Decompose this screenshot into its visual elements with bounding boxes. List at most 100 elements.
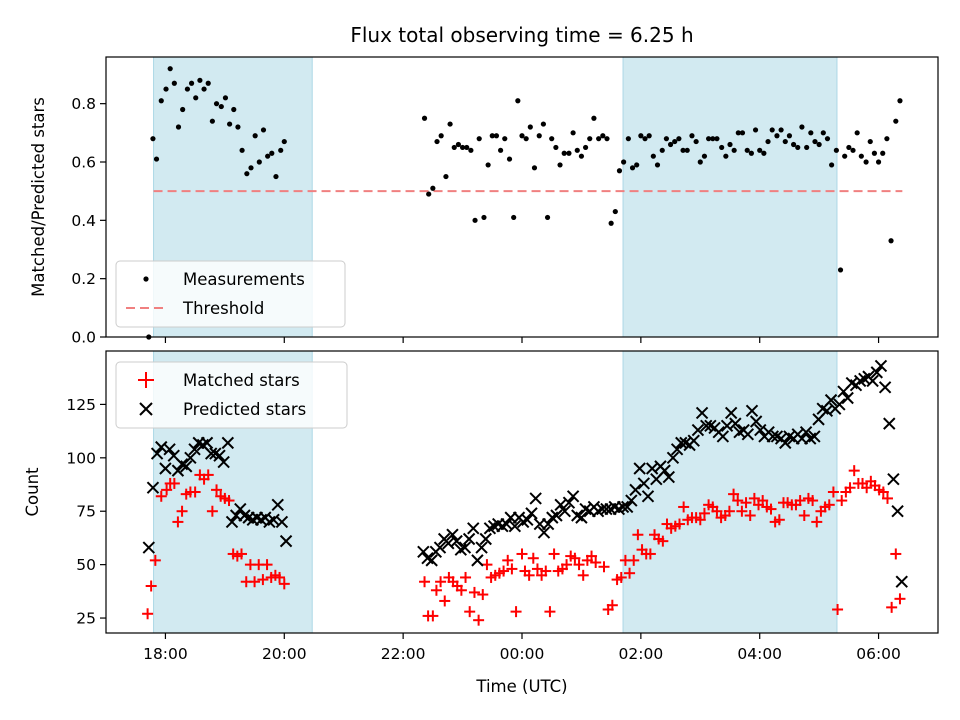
measurement-point	[269, 150, 275, 156]
measurement-point	[438, 133, 444, 139]
measurement-point	[493, 133, 500, 139]
measurement-point	[697, 159, 703, 165]
matched-point	[540, 565, 552, 577]
measurement-point	[604, 136, 610, 142]
measurement-point	[629, 165, 636, 171]
measurement-point	[171, 80, 177, 86]
measurement-point	[443, 173, 449, 180]
matched-point	[894, 593, 906, 605]
predicted-point-b	[275, 515, 289, 529]
measurement-point	[871, 150, 878, 156]
axes-frame	[105, 350, 939, 634]
measurement-point	[778, 127, 784, 133]
matched-point	[278, 578, 290, 590]
y-axis-label-count: Count	[23, 467, 42, 517]
measurement-point	[447, 121, 453, 127]
measurement-points	[146, 66, 903, 340]
matched-point	[155, 490, 167, 502]
measurement-point	[434, 138, 440, 145]
matched-point	[577, 569, 589, 581]
measurement-point	[175, 124, 182, 130]
matched-point	[548, 548, 560, 560]
predicted-point-b	[462, 532, 476, 546]
predicted-point	[562, 496, 576, 509]
measurement-point	[193, 95, 199, 101]
matched-point	[544, 606, 556, 618]
measurement-point	[829, 162, 835, 168]
predicted-point-b	[824, 393, 838, 407]
predicted-point	[217, 455, 230, 469]
predicted-point	[508, 519, 522, 533]
measurement-point	[519, 133, 525, 139]
predicted-point-b	[887, 472, 900, 486]
predicted-point	[658, 464, 671, 477]
measurement-point	[184, 86, 191, 92]
predicted-point	[171, 464, 185, 477]
measurement-point	[616, 168, 623, 174]
predicted-point-b	[600, 502, 613, 516]
measurement-point	[854, 130, 860, 136]
predicted-point-b	[184, 451, 197, 465]
predicted-point-b	[558, 505, 571, 518]
measurement-point	[612, 208, 618, 215]
measurement-point	[578, 153, 585, 159]
measurement-point	[281, 138, 287, 145]
measurement-point	[769, 127, 775, 133]
matched-point	[531, 563, 543, 575]
predicted-point	[159, 462, 172, 475]
measurement-point	[833, 147, 839, 153]
y-tick-label: 100	[66, 449, 96, 467]
measurement-point	[421, 115, 428, 121]
y-tick-label: 25	[76, 610, 96, 628]
predicted-point-b	[279, 534, 293, 548]
predicted-point	[275, 515, 289, 529]
matched-point	[569, 552, 581, 564]
predicted-point-b	[874, 359, 888, 373]
matched-point	[506, 563, 518, 575]
predicted-point	[225, 515, 239, 529]
matched-point	[274, 571, 286, 583]
predicted-point	[537, 526, 551, 539]
matched-point	[142, 608, 154, 620]
measurement-point	[459, 144, 466, 151]
y-tick-label: 50	[76, 556, 96, 574]
matched-point	[460, 571, 472, 583]
matched-point	[823, 499, 835, 511]
predicted-point-b	[575, 511, 588, 524]
measurement-point	[757, 147, 763, 153]
predicted-point-b	[891, 505, 904, 518]
x-tick-label: 18:00	[143, 645, 188, 663]
matched-point	[861, 482, 873, 494]
predicted-point	[799, 425, 813, 439]
measurement-point	[515, 98, 521, 104]
matched-point	[261, 559, 273, 571]
y-axis-ticks: 25 50 75 100 125	[66, 396, 106, 628]
measurement-point	[646, 133, 652, 139]
measurement-point	[684, 147, 690, 153]
predicted-point	[891, 505, 904, 518]
measurement-point	[820, 130, 826, 136]
measurement-point	[502, 136, 508, 142]
measurement-point	[634, 162, 640, 168]
measurement-point	[782, 138, 788, 145]
legend-label-predicted: Predicted stars	[183, 400, 306, 419]
legend-label-measurements: Measurements	[183, 270, 305, 289]
measurement-point	[570, 130, 576, 136]
matched-point	[211, 484, 223, 496]
matched-point	[464, 606, 476, 618]
measurement-point	[706, 136, 712, 142]
matched-point	[206, 505, 218, 517]
y-tick-label: 0.4	[71, 212, 96, 230]
predicted-point-b	[679, 436, 692, 450]
y-tick-label: 0.8	[71, 95, 96, 113]
predicted-point	[662, 470, 675, 484]
matched-point	[624, 567, 636, 579]
measurement-point	[765, 138, 771, 145]
matched-point	[477, 589, 489, 601]
matched-point	[723, 505, 735, 517]
matched-point	[698, 507, 710, 519]
measurement-point	[689, 133, 695, 139]
predicted-point-b	[475, 541, 488, 554]
predicted-point-b	[704, 419, 717, 432]
matched-point	[419, 576, 431, 588]
